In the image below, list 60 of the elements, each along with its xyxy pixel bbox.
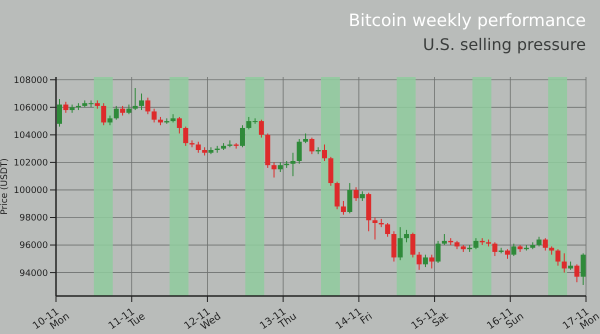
candlestick xyxy=(334,181,340,210)
candlestick xyxy=(536,236,542,247)
candlestick xyxy=(504,248,510,260)
y-tick-label: 104000 xyxy=(14,131,48,142)
candlestick xyxy=(580,252,586,286)
candlestick xyxy=(290,152,296,177)
candlestick xyxy=(240,124,245,148)
candlestick xyxy=(372,216,378,240)
candlestick xyxy=(347,182,352,214)
candlestick xyxy=(183,126,188,146)
y-tick-label: 108000 xyxy=(14,76,48,86)
y-tick-label: 102000 xyxy=(14,158,48,169)
candlestick xyxy=(114,105,119,120)
candlestick xyxy=(176,116,182,134)
y-tick-label: 96000 xyxy=(19,241,48,252)
candlestick xyxy=(473,238,478,250)
chart-title: Bitcoin weekly performance xyxy=(348,10,586,32)
candlestick xyxy=(272,162,277,178)
candlestick xyxy=(296,138,302,164)
y-axis-title: Price (USDT) xyxy=(0,158,10,215)
candlestick xyxy=(429,254,434,269)
candlestick xyxy=(340,200,346,216)
candlestick xyxy=(258,119,264,138)
y-tick-label: 98000 xyxy=(19,214,48,224)
candlestick xyxy=(410,232,416,258)
candlestick xyxy=(442,234,447,246)
candlestick xyxy=(278,162,283,173)
candlestick xyxy=(152,108,157,123)
candlestick xyxy=(126,104,132,115)
candlestick xyxy=(436,240,441,264)
candlestick xyxy=(101,102,106,126)
candlestick xyxy=(63,101,68,114)
candlestick xyxy=(107,115,112,126)
candlestick xyxy=(132,88,138,111)
candlestick xyxy=(303,132,308,144)
candlestick xyxy=(120,105,126,116)
candlestick xyxy=(309,137,314,155)
candlestick xyxy=(354,186,359,202)
candlestick xyxy=(574,264,580,283)
candlestick xyxy=(145,97,150,115)
candlestick xyxy=(404,229,410,243)
candlestick xyxy=(542,238,548,252)
candlestick xyxy=(322,144,327,162)
chart-subtitle: U.S. selling pressure xyxy=(422,34,586,56)
candlestick xyxy=(196,141,201,154)
candlestick xyxy=(422,254,428,268)
candlestick xyxy=(391,230,396,262)
candlestick xyxy=(385,222,390,238)
candlestick xyxy=(139,93,144,111)
candlestick xyxy=(360,190,365,202)
candlestick xyxy=(492,242,498,257)
candlestick xyxy=(416,251,422,270)
candlestick xyxy=(398,226,403,261)
candlestick xyxy=(562,252,567,274)
y-tick-label: 100000 xyxy=(14,186,48,196)
y-tick-label: 94000 xyxy=(19,268,48,279)
candlestick xyxy=(57,98,62,128)
candlestick xyxy=(511,243,516,257)
candlestick xyxy=(555,248,560,266)
y-tick-label: 106000 xyxy=(14,103,48,114)
